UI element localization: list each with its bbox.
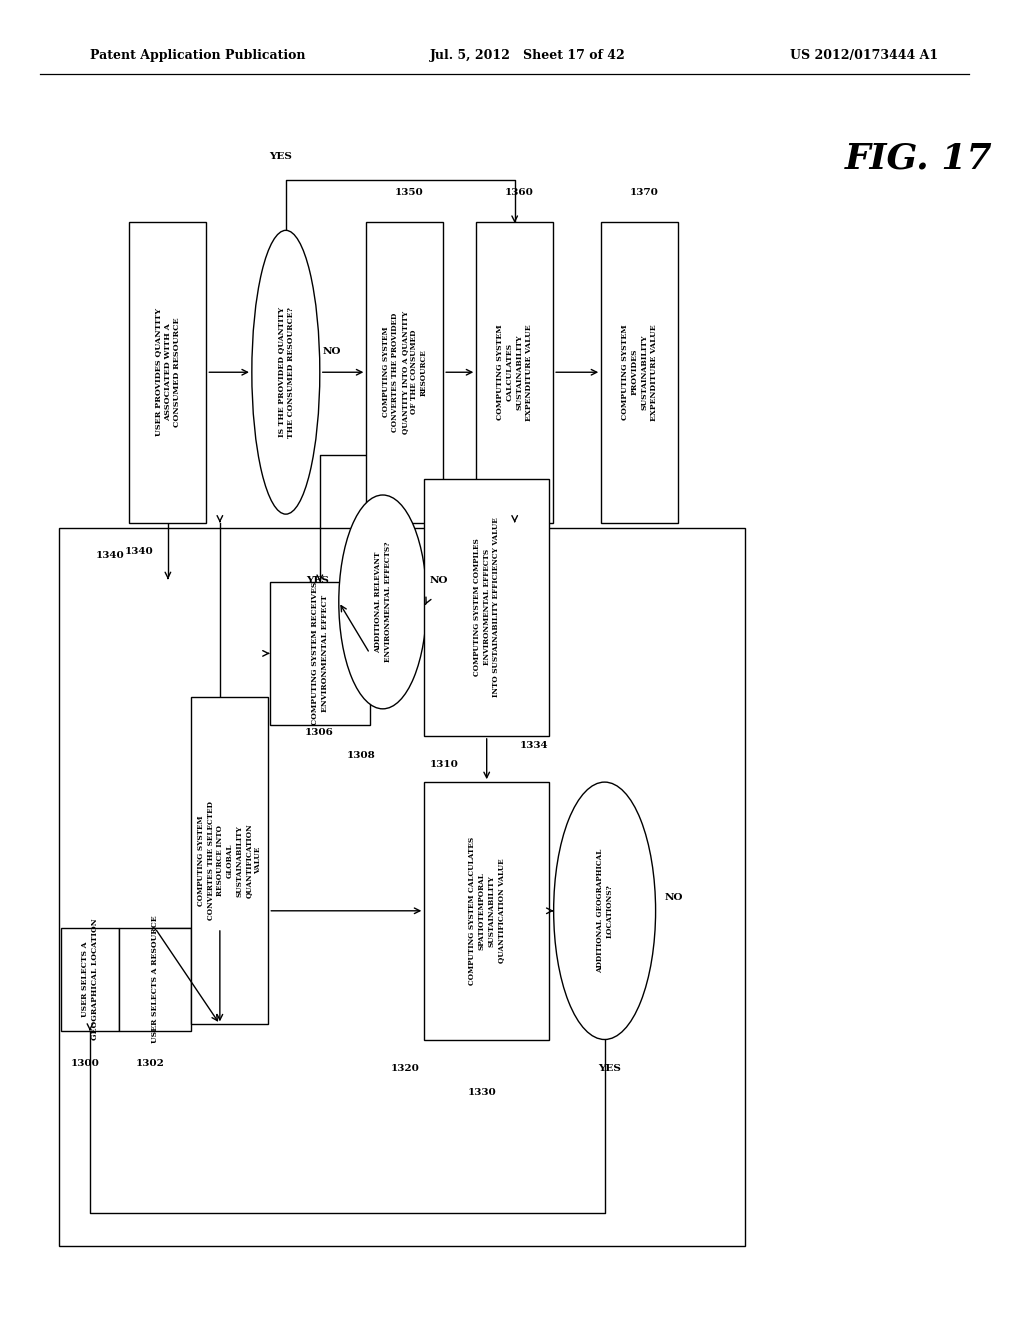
Text: ADDITIONAL GEOGRAPHICAL
LOCATIONS?: ADDITIONAL GEOGRAPHICAL LOCATIONS?: [596, 849, 613, 973]
FancyBboxPatch shape: [119, 928, 190, 1031]
Text: YES: YES: [306, 577, 329, 585]
Text: 1334: 1334: [520, 741, 549, 750]
Text: 1370: 1370: [630, 189, 658, 197]
FancyBboxPatch shape: [191, 697, 268, 1024]
FancyBboxPatch shape: [424, 479, 549, 737]
Text: COMPUTING SYSTEM
CONVERTES THE SELECTED
RESOURCE INTO
GLOBAL
SUSTAINABILITY
QUAN: COMPUTING SYSTEM CONVERTES THE SELECTED …: [198, 801, 262, 920]
FancyBboxPatch shape: [601, 222, 678, 523]
FancyBboxPatch shape: [61, 928, 119, 1031]
Text: 1350: 1350: [395, 189, 424, 197]
Text: COMPUTING SYSTEM
CONVERTES THE PROVIDED
QUANTITY INTO A QUANTITY
OF THE CONSUMED: COMPUTING SYSTEM CONVERTES THE PROVIDED …: [382, 310, 428, 434]
FancyBboxPatch shape: [270, 582, 370, 725]
Text: FIG. 17: FIG. 17: [845, 141, 992, 176]
Text: 1302: 1302: [135, 1060, 164, 1068]
Text: 1330: 1330: [467, 1088, 496, 1097]
Text: YES: YES: [269, 152, 292, 161]
Text: 1320: 1320: [390, 1064, 419, 1073]
Text: NO: NO: [429, 577, 447, 585]
Text: 1360: 1360: [505, 189, 534, 197]
Text: COMPUTING SYSTEM CALCULATES
SPATIOTEMPORAL
SUSTAINABILITY
QUANTIFICATION VALUE: COMPUTING SYSTEM CALCULATES SPATIOTEMPOR…: [468, 837, 505, 985]
Text: COMPUTING SYSTEM
CALCULATES
SUSTAINABILITY
EXPENDITURE VALUE: COMPUTING SYSTEM CALCULATES SUSTAINABILI…: [497, 323, 532, 421]
Text: NO: NO: [323, 347, 341, 355]
Text: 1310: 1310: [429, 760, 458, 770]
FancyBboxPatch shape: [424, 781, 549, 1040]
Text: 1308: 1308: [347, 751, 376, 759]
Text: COMPUTING SYSTEM RECEIVES
ENVIRONMENTAL EFFECT: COMPUTING SYSTEM RECEIVES ENVIRONMENTAL …: [311, 582, 329, 725]
Text: Patent Application Publication: Patent Application Publication: [90, 49, 305, 62]
Text: 1340: 1340: [125, 548, 154, 556]
Text: USER SELECTS A
GEOGRAPHICAL LOCATION: USER SELECTS A GEOGRAPHICAL LOCATION: [81, 919, 98, 1040]
Text: NO: NO: [665, 894, 683, 902]
Ellipse shape: [339, 495, 427, 709]
Text: USER SELECTS A RESOURCE: USER SELECTS A RESOURCE: [151, 916, 159, 1043]
Text: Jul. 5, 2012   Sheet 17 of 42: Jul. 5, 2012 Sheet 17 of 42: [430, 49, 626, 62]
Text: US 2012/0173444 A1: US 2012/0173444 A1: [790, 49, 938, 62]
FancyBboxPatch shape: [367, 222, 443, 523]
FancyBboxPatch shape: [476, 222, 553, 523]
Text: 1306: 1306: [305, 729, 334, 737]
Text: COMPUTING SYSTEM
PROVIDES
SUSTAINABILITY
EXPENDITURE VALUE: COMPUTING SYSTEM PROVIDES SUSTAINABILITY…: [622, 323, 657, 421]
Text: ADDITIONAL RELEVANT
ENVIRONMENTAL EFFECTS?: ADDITIONAL RELEVANT ENVIRONMENTAL EFFECT…: [374, 541, 391, 663]
Ellipse shape: [252, 230, 319, 513]
Ellipse shape: [554, 781, 655, 1040]
Text: USER PROVIDES QUANTITY
ASSOCIATED WITH A
CONSUMED RESOURCE: USER PROVIDES QUANTITY ASSOCIATED WITH A…: [155, 308, 181, 437]
FancyBboxPatch shape: [129, 222, 207, 523]
Text: COMPUTING SYSTEM COMPILES
ENVIRONMENTAL EFFECTS
INTO SUSTAINABILITY EFFICIENCY V: COMPUTING SYSTEM COMPILES ENVIRONMENTAL …: [473, 517, 500, 697]
Text: IS THE PROVIDED QUANTITY
THE CONSUMED RESOURCE?: IS THE PROVIDED QUANTITY THE CONSUMED RE…: [278, 306, 295, 438]
Text: 1340: 1340: [95, 552, 125, 560]
Text: YES: YES: [598, 1064, 622, 1073]
Text: 1300: 1300: [71, 1060, 99, 1068]
